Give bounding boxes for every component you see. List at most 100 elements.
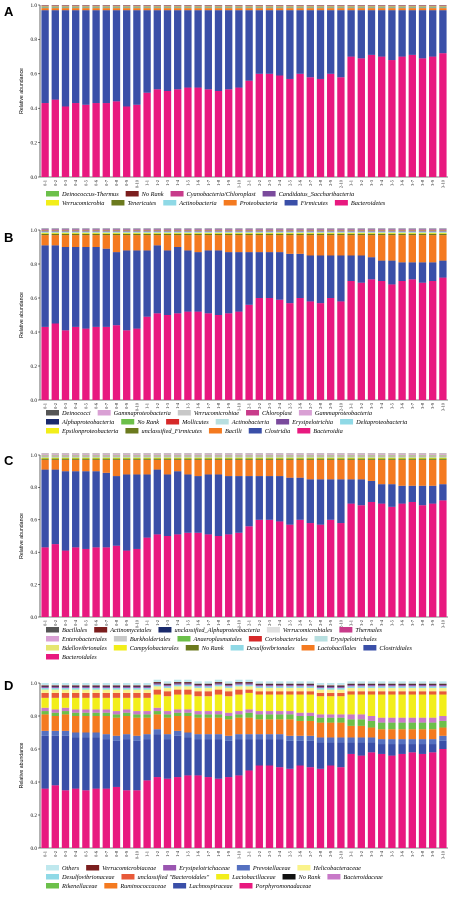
bar-segment bbox=[194, 10, 202, 88]
bar-segment bbox=[204, 474, 212, 535]
bar-segment bbox=[51, 99, 59, 177]
bar-segment bbox=[276, 687, 284, 692]
bar-segment bbox=[235, 682, 243, 684]
legend-label: Verrucomicrobia bbox=[62, 200, 104, 207]
bar-segment bbox=[225, 712, 233, 716]
legend-swatch bbox=[216, 874, 230, 880]
bar-segment bbox=[204, 235, 212, 251]
legend-item: Clostridia bbox=[248, 428, 290, 435]
x-tick-label: 0-5 bbox=[83, 850, 88, 857]
bar-segment bbox=[327, 10, 335, 74]
bar-segment bbox=[347, 742, 355, 754]
legend-item: Porphyromonadaceae bbox=[239, 883, 311, 890]
legend-swatch bbox=[46, 419, 59, 425]
bar-segment bbox=[133, 456, 141, 458]
bar-segment bbox=[133, 6, 141, 8]
bar-segment bbox=[367, 8, 376, 11]
bar-segment bbox=[398, 456, 406, 458]
bar-segment bbox=[153, 231, 161, 233]
bar-segment bbox=[316, 230, 325, 231]
bar-segment bbox=[153, 235, 161, 246]
bar-segment bbox=[51, 785, 59, 848]
bar-segment bbox=[61, 689, 70, 693]
bar-segment bbox=[143, 6, 151, 7]
bar-segment bbox=[398, 722, 406, 730]
bar-segment bbox=[418, 458, 427, 460]
legend-label: Helicobacteraceae bbox=[312, 865, 361, 872]
bar-segment bbox=[367, 456, 376, 458]
bar-segment bbox=[378, 681, 386, 684]
bar-segment bbox=[367, 456, 376, 457]
bar-segment bbox=[204, 687, 212, 692]
bar-segment bbox=[378, 686, 386, 688]
bar-segment bbox=[378, 5, 386, 7]
bar-segment bbox=[408, 457, 416, 459]
bar-segment bbox=[214, 739, 223, 779]
y-tick-label: 0.0 bbox=[31, 175, 38, 181]
bar-segment bbox=[418, 722, 427, 730]
bar-segment bbox=[184, 689, 192, 695]
bar-segment bbox=[255, 739, 263, 766]
bar-segment bbox=[388, 8, 396, 11]
bar-segment bbox=[133, 7, 141, 9]
bar-segment bbox=[82, 716, 90, 733]
bar-segment bbox=[225, 231, 233, 233]
bar-segment bbox=[72, 6, 80, 8]
bar-segment bbox=[153, 684, 161, 687]
bar-segment bbox=[194, 714, 202, 718]
bar-segment bbox=[163, 459, 172, 475]
x-tick-label: 3-2 bbox=[359, 851, 364, 857]
bar-segment bbox=[316, 303, 325, 400]
legend-item: Bacillales bbox=[46, 627, 88, 634]
bar-segment bbox=[439, 716, 447, 721]
y-tick-label: 0.8 bbox=[31, 485, 38, 491]
bar-segment bbox=[347, 737, 355, 743]
x-tick-label: 0-10 bbox=[134, 850, 139, 859]
legend-item: Firmicutes bbox=[284, 200, 328, 207]
bar-segment bbox=[174, 230, 182, 232]
legend-label: No Rank bbox=[141, 191, 164, 198]
bar-segment bbox=[61, 231, 70, 233]
bar-segment bbox=[82, 456, 90, 458]
bar-segment bbox=[265, 684, 274, 685]
bar-segment bbox=[327, 5, 335, 7]
bar-segment bbox=[51, 459, 59, 470]
bar-segment bbox=[388, 232, 396, 233]
bar-segment bbox=[112, 685, 121, 686]
bar-segment bbox=[163, 231, 172, 233]
bar-segment bbox=[153, 245, 161, 314]
x-tick-label: 3-3 bbox=[369, 402, 374, 409]
bar-segment bbox=[439, 53, 447, 177]
bar-segment bbox=[337, 714, 345, 718]
bar-segment bbox=[408, 456, 416, 457]
bar-segment bbox=[204, 684, 212, 685]
bar-segment bbox=[143, 92, 151, 177]
bar-segment bbox=[112, 232, 121, 233]
y-tick-label: 0.2 bbox=[31, 140, 38, 146]
bar-segment bbox=[41, 689, 49, 693]
x-tick-label: 3-9 bbox=[430, 402, 435, 409]
bar-segment bbox=[194, 456, 202, 458]
bar-segment bbox=[61, 711, 70, 715]
bar-segment bbox=[102, 689, 110, 693]
bar-segment bbox=[194, 232, 202, 234]
bar-segment bbox=[265, 694, 274, 712]
bar-segment bbox=[102, 547, 110, 617]
bar-segment bbox=[235, 686, 243, 690]
bar-segment bbox=[439, 233, 447, 236]
bar-segment bbox=[235, 456, 243, 458]
bar-segment bbox=[92, 686, 100, 688]
y-tick-label: 1.0 bbox=[31, 3, 38, 9]
bar-segment bbox=[82, 548, 90, 617]
bar-segment bbox=[408, 7, 416, 9]
bar-segment bbox=[82, 712, 90, 716]
bar-segment bbox=[214, 474, 223, 536]
bar-segment bbox=[337, 232, 345, 233]
x-tick-label: 3-3 bbox=[369, 850, 374, 857]
bar-segment bbox=[418, 230, 427, 231]
bar-segment bbox=[316, 687, 325, 690]
bar-segment bbox=[429, 232, 437, 233]
bar-segment bbox=[276, 691, 284, 695]
bar-segment bbox=[184, 230, 192, 232]
bar-segment bbox=[327, 6, 335, 7]
